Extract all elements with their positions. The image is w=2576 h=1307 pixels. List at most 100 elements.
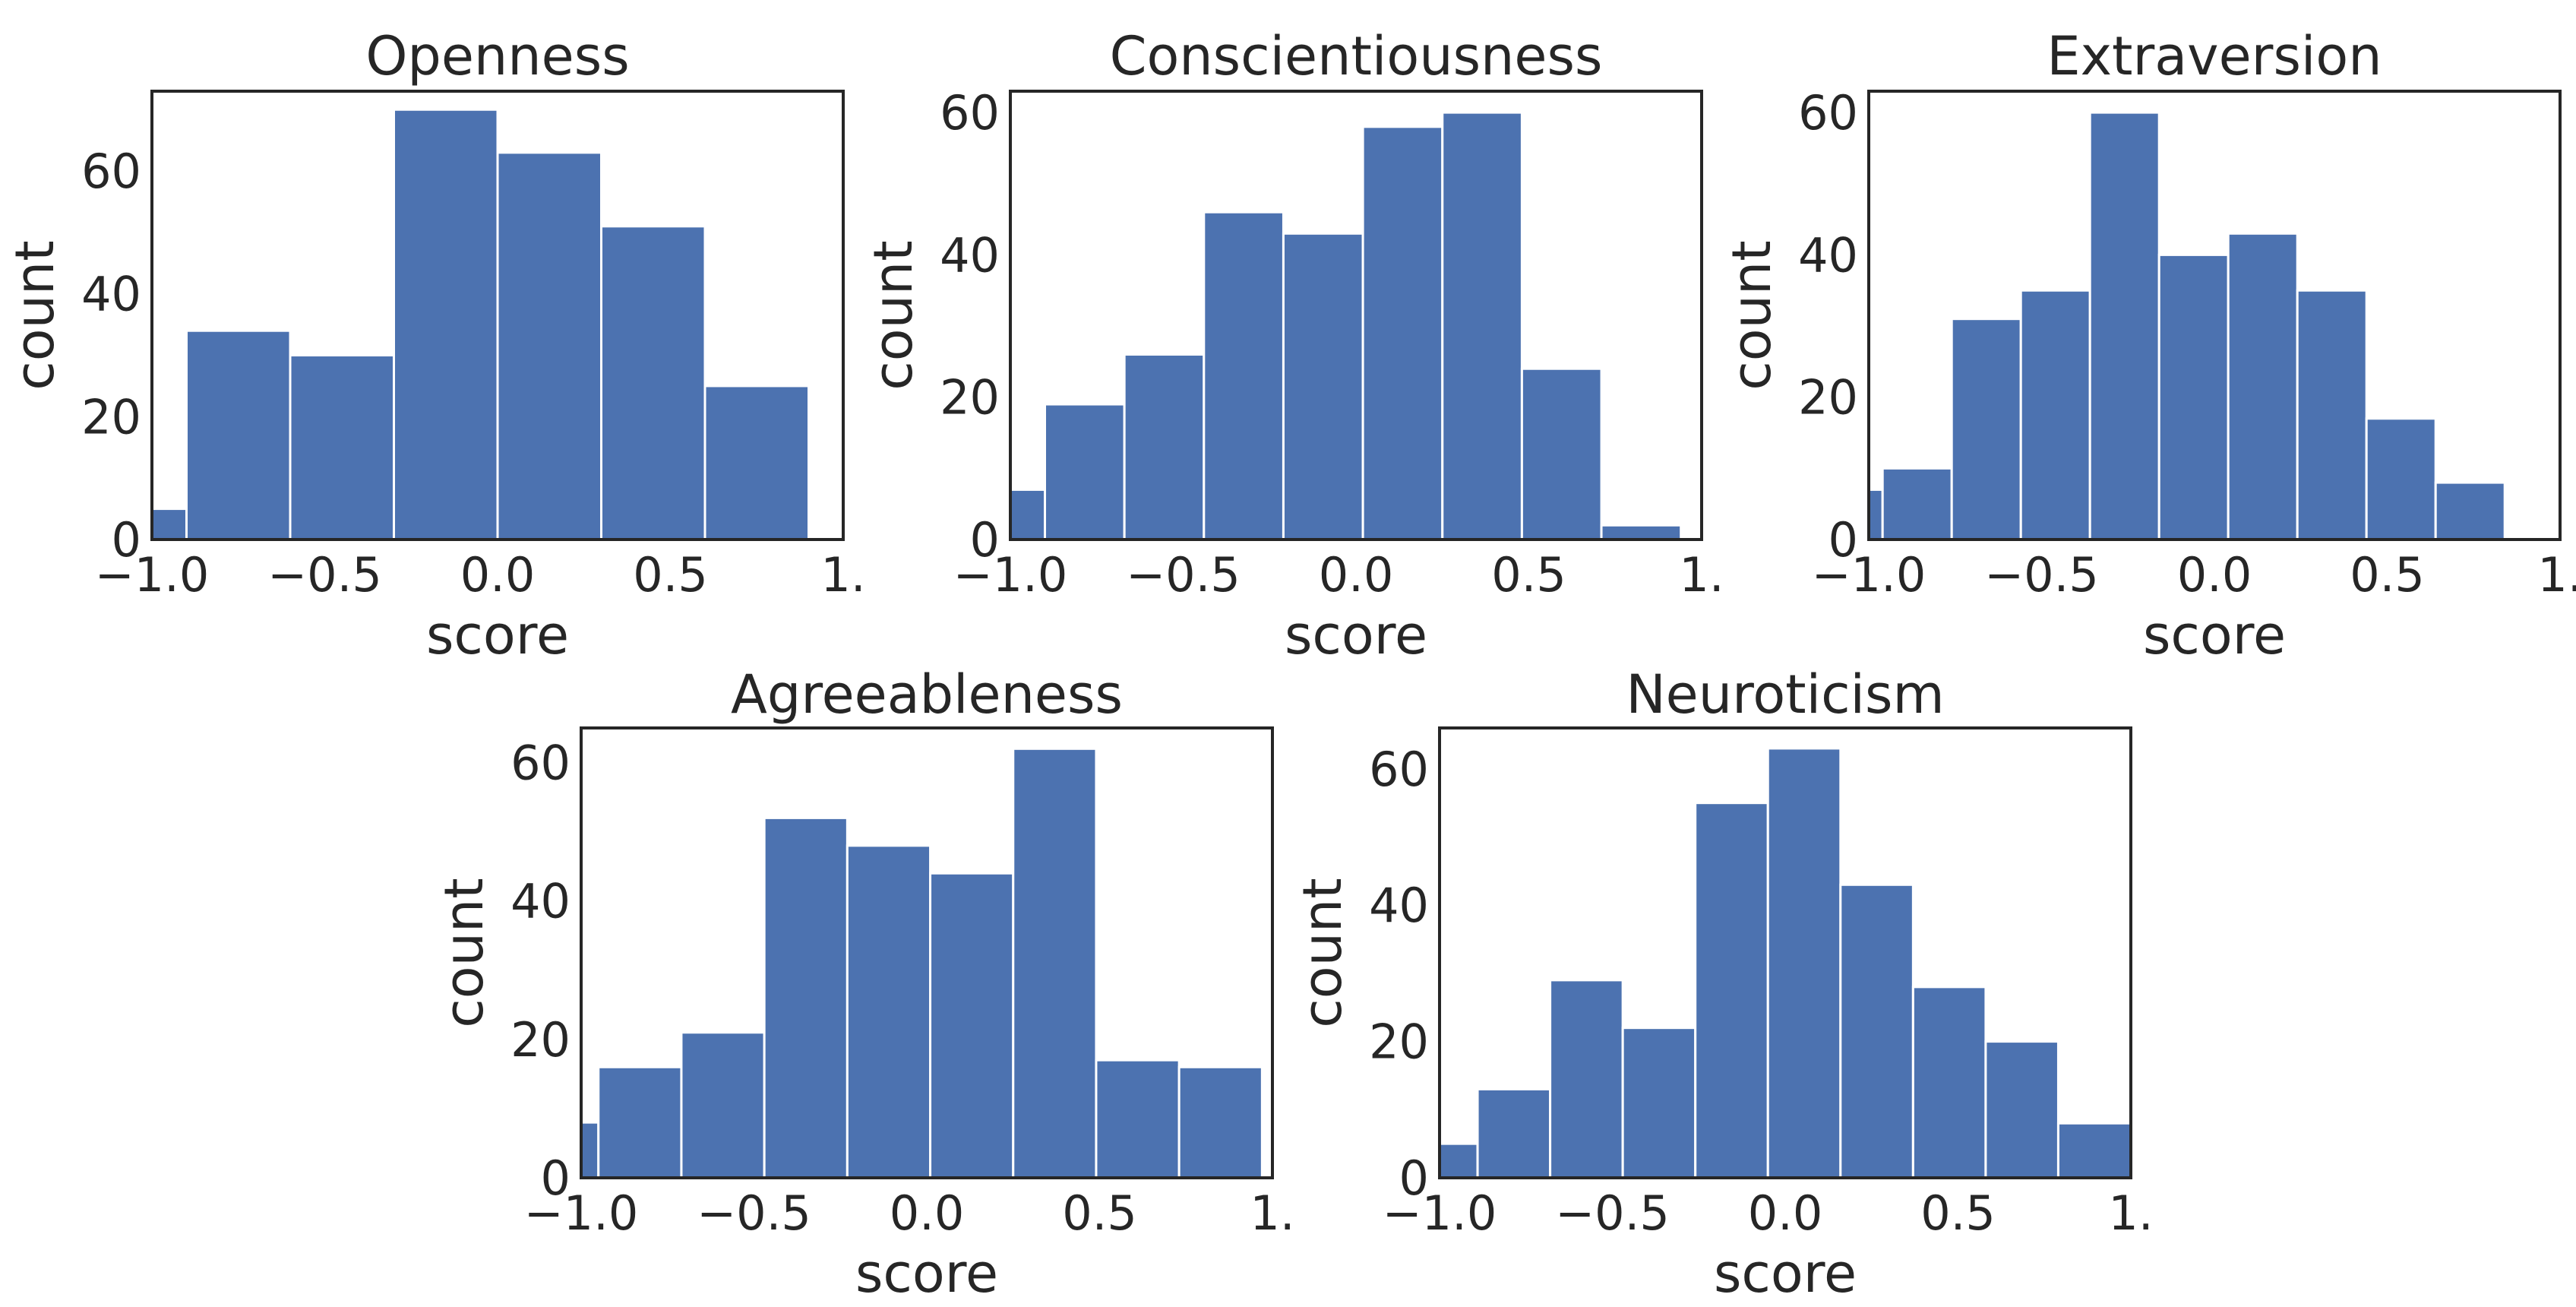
panel-title: Openness	[365, 25, 629, 87]
histogram-bar	[1621, 1027, 1697, 1179]
y-tick-label: 0	[970, 512, 1000, 568]
x-axis-label: score	[426, 604, 569, 666]
histogram-bar	[1438, 1142, 1479, 1179]
histogram-bar	[2365, 417, 2437, 541]
x-axis-label: score	[2143, 604, 2286, 666]
x-tick-label: −1.0	[1383, 1185, 1497, 1241]
x-tick-label: −1.0	[524, 1185, 639, 1241]
x-tick-label: 1.	[1679, 547, 1724, 603]
histogram-bar	[1867, 488, 1884, 541]
y-axis-label: count	[433, 878, 495, 1028]
x-tick-label: 1.	[820, 547, 865, 603]
panel-title: Conscientiousness	[1110, 25, 1603, 87]
panel-neuroticism: Neuroticism −1.0 −0.5 0.0 0.5 1. 0 20 40 60 scor…	[1291, 663, 2154, 1305]
histogram-bar	[1476, 1087, 1552, 1179]
histogram-bar	[496, 151, 602, 541]
histogram-bar	[1950, 318, 2022, 541]
histogram-bar	[845, 844, 932, 1179]
histogram-bar	[680, 1031, 766, 1179]
x-tick-label: 0.0	[1319, 547, 1394, 603]
histogram-bar	[2056, 1122, 2132, 1179]
x-tick-label: −1.0	[1812, 547, 1926, 603]
y-tick-label: 40	[940, 227, 1000, 283]
histogram-bar	[1766, 747, 1842, 1179]
y-tick-label: 20	[1369, 1014, 1429, 1070]
axes-frame	[150, 90, 845, 541]
y-tick-label: 20	[1798, 370, 1858, 426]
histogram-bar	[1012, 747, 1098, 1179]
histogram-bar	[1441, 111, 1523, 541]
y-tick-label: 40	[1798, 227, 1858, 283]
histogram-bar	[597, 1065, 683, 1179]
histogram-bar	[2296, 289, 2368, 541]
histogram-bar	[289, 354, 395, 541]
histogram-bar	[1177, 1065, 1263, 1179]
y-tick-label: 20	[81, 389, 141, 445]
panel-openness: Openness −1.0 −0.5 0.0 0.5 1. 0 20 40 60 score c…	[4, 25, 866, 666]
x-tick-label: 0.0	[2177, 547, 2252, 603]
x-tick-label: 1.	[2537, 547, 2576, 603]
y-axis-label: count	[1721, 240, 1783, 391]
y-tick-label: 0	[1399, 1150, 1429, 1206]
panel-title: Agreeableness	[731, 663, 1123, 726]
histogram-bar	[1520, 367, 1603, 541]
histogram-bar	[2088, 111, 2160, 541]
x-tick-label: 0.5	[1920, 1185, 1996, 1241]
histogram-bar	[600, 225, 706, 541]
y-axis-label: count	[1291, 878, 1354, 1028]
axes-frame	[1438, 726, 2132, 1179]
y-tick-label: 20	[940, 370, 1000, 426]
histogram-bar	[1009, 488, 1046, 541]
axes-frame	[580, 726, 1274, 1179]
x-tick-label: −0.5	[1555, 1185, 1670, 1241]
y-tick-label: 60	[1369, 742, 1429, 797]
x-tick-label: 0.5	[1491, 547, 1566, 603]
y-tick-label: 60	[940, 85, 1000, 141]
y-axis-label: count	[862, 240, 925, 391]
y-tick-label: 60	[81, 144, 141, 199]
histogram-bar	[703, 385, 810, 541]
histogram-bar	[929, 872, 1015, 1179]
histogram-bar	[2019, 289, 2091, 541]
x-tick-label: 1.	[2108, 1185, 2153, 1241]
x-axis-label: score	[855, 1242, 998, 1305]
y-tick-label: 20	[510, 1012, 571, 1068]
x-tick-label: −0.5	[697, 1185, 811, 1241]
x-tick-label: −0.5	[1126, 547, 1241, 603]
histogram-bar	[580, 1121, 600, 1179]
y-tick-label: 60	[1798, 85, 1858, 141]
y-tick-label: 40	[510, 874, 571, 929]
histogram-bar	[1911, 986, 1987, 1179]
histogram-bar	[1361, 125, 1444, 541]
histogram-bar	[1881, 467, 1953, 541]
panel-title: Extraversion	[2047, 25, 2382, 87]
x-tick-label: 0.5	[633, 547, 708, 603]
x-tick-label: 0.5	[1062, 1185, 1137, 1241]
histogram-bar	[1282, 232, 1364, 541]
histogram-bar	[1203, 210, 1285, 541]
histogram-bar	[1600, 524, 1683, 541]
x-tick-label: −0.5	[267, 547, 382, 603]
histogram-bar	[150, 508, 188, 541]
histogram-bar	[393, 108, 499, 541]
y-tick-label: 0	[541, 1150, 571, 1206]
histogram-bar	[763, 816, 849, 1179]
histogram-bar	[1123, 353, 1206, 541]
y-tick-label: 0	[112, 512, 141, 568]
x-tick-label: 1.	[1250, 1185, 1294, 1241]
x-tick-label: 0.0	[890, 1185, 965, 1241]
x-tick-label: 0.5	[2350, 547, 2425, 603]
axes-frame	[1009, 90, 1703, 541]
x-axis-label: score	[1714, 1242, 1857, 1305]
histogram-bar	[185, 329, 292, 541]
panel-agreeableness: Agreeableness −1.0 −0.5 0.0 0.5 1. 0 20 40 60 sc…	[433, 663, 1295, 1305]
histogram-bar	[1984, 1040, 2059, 1179]
axes-frame	[1867, 90, 2562, 541]
histogram-bar	[1694, 802, 1769, 1179]
x-tick-label: 0.0	[460, 547, 536, 603]
x-axis-label: score	[1285, 604, 1427, 666]
y-tick-label: 0	[1828, 512, 1858, 568]
panel-conscientiousness: Conscientiousness −1.0 −0.5 0.0 0.5 1. 0 20 40 6…	[862, 25, 1724, 666]
histogram-bar	[2157, 253, 2230, 541]
